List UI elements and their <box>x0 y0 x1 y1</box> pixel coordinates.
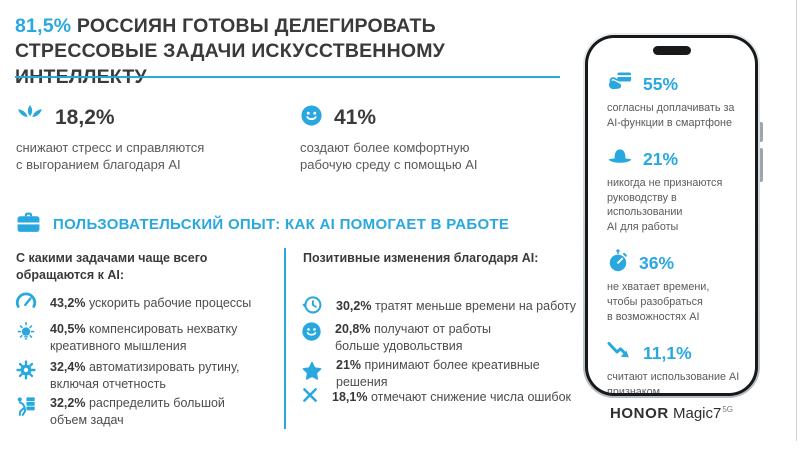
phone-stat-description: не хватает времени, чтобы разобраться в … <box>607 281 710 323</box>
item-text: 32,2% распределить большой объем задач <box>50 396 225 427</box>
list-item: 43,2% ускорить рабочие процессы <box>15 291 276 315</box>
stat-description: создают более комфортную рабочую среду с… <box>300 140 478 173</box>
trend-down-icon <box>607 341 633 366</box>
top-stat-stress: 18,2% снижают стресс и справляются с выг… <box>16 104 204 174</box>
left-column-header: С какими задачами чаще всего обращаются … <box>16 251 208 282</box>
stat-description: снижают стресс и справляются с выгорание… <box>16 140 205 173</box>
list-item: 21% принимают более креативные решения <box>301 357 588 391</box>
phone-stat-pay: 55% согласны доплачивать за AI-функции в… <box>607 72 745 130</box>
stat-value: 41% <box>334 106 377 129</box>
star-icon <box>301 361 323 387</box>
lightbulb-icon <box>15 321 37 349</box>
list-item: 18,1% отмечают снижение числа ошибок <box>301 386 584 409</box>
list-item: 40,5% компенсировать нехватку креативног… <box>15 321 276 355</box>
phone-power-button <box>759 148 763 182</box>
phone-screen: 55% согласны доплачивать за AI-функции в… <box>588 38 755 393</box>
model-name: Magic7 <box>672 405 722 422</box>
item-text: 20,8% получают от работы больше удовольс… <box>335 322 492 353</box>
stat-value: 18,2% <box>55 106 115 129</box>
smiley-icon <box>301 321 322 347</box>
item-text: 40,5% компенсировать нехватку креативног… <box>50 322 238 353</box>
camera-pill <box>652 46 691 55</box>
cross-icon <box>301 386 319 409</box>
phone-stat-value: 36% <box>639 252 675 273</box>
incognito-hat-icon <box>607 148 633 171</box>
lotus-icon <box>16 104 44 132</box>
phone-stat-description: согласны доплачивать за AI-функции в сма… <box>607 102 735 129</box>
time-back-icon <box>301 293 323 320</box>
device-caption: HONOR Magic75G <box>583 405 760 422</box>
section-title: ПОЛЬЗОВАТЕЛЬСКИЙ ОПЫТ: КАК AI ПОМОГАЕТ В… <box>53 216 510 233</box>
title-divider <box>15 76 560 78</box>
phone-stat-description: считают использование AI признаком профе… <box>607 371 740 393</box>
phone-volume-button <box>759 122 763 142</box>
item-text: 30,2% тратят меньше времени на работу <box>336 299 577 314</box>
item-text: 18,1% отмечают снижение числа ошибок <box>332 390 571 405</box>
brand-name: HONOR <box>609 405 669 422</box>
pay-extra-icon <box>607 71 633 97</box>
phone-stat-degradation: 11,1% считают использование AI признаком… <box>607 341 745 393</box>
stopwatch-icon <box>607 249 629 278</box>
list-item: 30,2% тратят меньше времени на работу <box>301 293 588 320</box>
list-item: 20,8% получают от работы больше удовольс… <box>301 321 587 355</box>
task-runner-icon <box>15 395 37 423</box>
list-item: 32,2% распределить большой объем задач <box>15 395 276 429</box>
right-column-header: Позитивные изменения благодаря AI: <box>303 251 539 265</box>
phone-stat-value: 55% <box>643 73 679 94</box>
item-text: 43,2% ускорить рабочие процессы <box>50 295 252 310</box>
page-title: 81,5% РОССИЯН ГОТОВЫ ДЕЛЕГИРОВАТЬ СТРЕСС… <box>15 14 575 90</box>
gear-icon <box>15 359 37 386</box>
speedometer-icon <box>15 291 37 315</box>
briefcase-icon <box>16 211 41 238</box>
title-highlight: 81,5% <box>15 15 72 37</box>
title-rest: РОССИЯН ГОТОВЫ ДЕЛЕГИРОВАТЬ СТРЕССОВЫЕ З… <box>15 15 446 88</box>
card-right-border <box>796 0 797 441</box>
phone-frame: 55% согласны доплачивать за AI-функции в… <box>583 33 760 398</box>
column-divider <box>284 248 286 429</box>
list-item: 32,4% автоматизировать рутину, включая о… <box>15 359 276 393</box>
phone-stat-description: никогда не признаются руководству в испо… <box>607 177 723 233</box>
phone-stat-hide: 21% никогда не признаются руководству в … <box>607 147 745 234</box>
phone-stat-value: 21% <box>643 148 679 169</box>
top-stat-comfort: 41% создают более комфортную рабочую сре… <box>300 104 478 174</box>
item-text: 21% принимают более креативные решения <box>336 358 540 389</box>
smiley-icon <box>300 104 323 132</box>
network-badge: 5G <box>722 405 734 414</box>
phone-stat-value: 11,1% <box>643 342 692 363</box>
section-header: ПОЛЬЗОВАТЕЛЬСКИЙ ОПЫТ: КАК AI ПОМОГАЕТ В… <box>16 211 509 238</box>
phone-bezel: 55% согласны доплачивать за AI-функции в… <box>585 35 758 396</box>
phone-stat-time: 36% не хватает времени, чтобы разобратьс… <box>607 249 745 324</box>
item-text: 32,4% автоматизировать рутину, включая о… <box>50 360 240 391</box>
